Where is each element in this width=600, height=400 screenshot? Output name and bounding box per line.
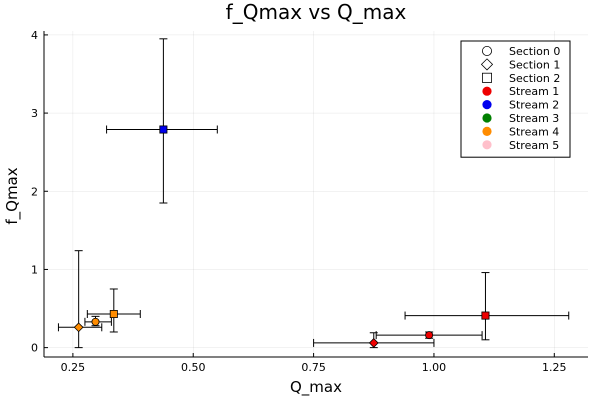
y-tick-label: 3 [31, 107, 38, 120]
legend-item: Stream 1 [482, 85, 559, 98]
x-axis-title: Q_max [290, 378, 342, 397]
legend-item: Stream 5 [482, 139, 559, 152]
grid [44, 31, 588, 357]
legend-label: Stream 1 [509, 85, 559, 98]
legend-label: Section 1 [509, 58, 560, 71]
legend-item: Section 0 [481, 45, 560, 58]
data-point [109, 310, 118, 319]
data-point [91, 317, 100, 326]
legend-label: Section 0 [509, 45, 560, 58]
y-tick-label: 0 [31, 342, 38, 355]
y-axis-title: f_Qmax [3, 167, 22, 224]
x-tick-label: 0.25 [61, 361, 86, 374]
legend-label: Stream 2 [509, 99, 559, 112]
legend-marker [482, 126, 492, 136]
data-point [481, 311, 490, 320]
data-point [159, 125, 168, 134]
legend-marker [482, 140, 492, 150]
legend-item: Section 1 [480, 58, 560, 71]
x-tick-label: 0.50 [181, 361, 206, 374]
y-tick-label: 1 [31, 263, 38, 276]
legend-marker [482, 100, 492, 110]
data-points [73, 125, 490, 348]
legend-marker [482, 113, 492, 123]
legend-box [460, 40, 571, 158]
x-ticks: 0.25 0.50 0.75 1.00 1.25 [61, 353, 567, 374]
legend-marker [481, 72, 492, 83]
y-tick-label: 2 [31, 185, 38, 198]
legend-label: Stream 4 [509, 125, 559, 138]
chart-title: f_Qmax vs Q_max [226, 0, 407, 24]
legend-item: Stream 3 [482, 112, 559, 125]
data-point [73, 322, 84, 333]
legend-item: Stream 4 [482, 125, 559, 138]
x-tick-label: 1.25 [542, 361, 567, 374]
legend-marker [481, 46, 492, 57]
legend-label: Section 2 [509, 72, 560, 85]
legend-item: Section 2 [481, 72, 560, 85]
legend-label: Stream 5 [509, 139, 559, 152]
y-tick-label: 4 [31, 29, 38, 42]
data-point [368, 338, 379, 348]
plot-frame [43, 31, 588, 358]
x-tick-label: 0.75 [301, 361, 326, 374]
data-point [425, 331, 434, 340]
legend-marker [480, 58, 494, 71]
y-ticks: 0 1 2 3 4 [31, 29, 48, 355]
x-tick-label: 1.00 [422, 361, 447, 374]
legend-marker [482, 86, 492, 96]
legend-item: Stream 2 [482, 99, 559, 112]
legend-label: Stream 3 [509, 112, 559, 125]
